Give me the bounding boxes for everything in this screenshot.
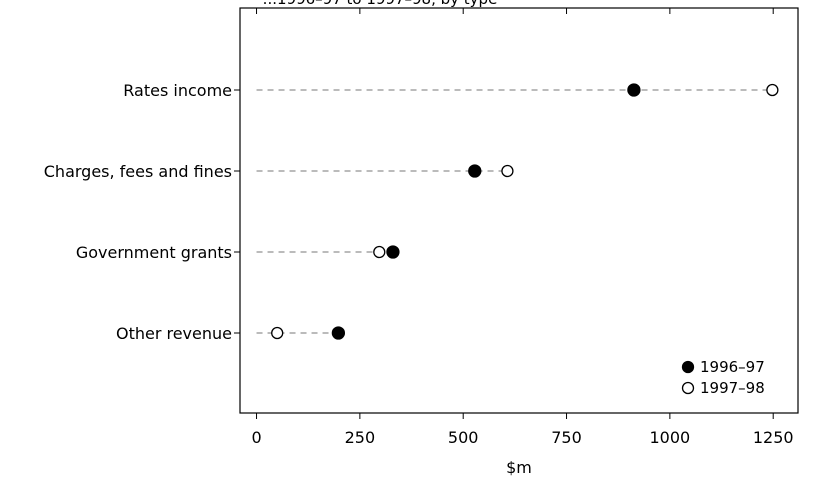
category-label: Charges, fees and fines	[44, 162, 232, 181]
category-row: Government grants	[76, 243, 400, 262]
x-axis-label: $m	[506, 458, 532, 477]
chart-title: ...1996–97 to 1997–98, by type	[263, 0, 498, 8]
x-tick-label: 500	[448, 428, 479, 447]
category-row: Charges, fees and fines	[44, 162, 514, 181]
x-axis: 0 250 500 750 1000 1250	[251, 413, 794, 447]
x-tick-label: 750	[551, 428, 582, 447]
category-label: Government grants	[76, 243, 232, 262]
legend-item: 1996–97	[681, 358, 765, 376]
category-rows: Rates income Charges, fees and fines Gover…	[44, 81, 779, 343]
x-tick-label: 1000	[650, 428, 691, 447]
point-1997-98	[766, 83, 779, 97]
category-label: Other revenue	[116, 324, 232, 343]
point-1997-98	[271, 326, 284, 340]
category-label: Rates income	[123, 81, 232, 100]
category-row: Rates income	[123, 81, 779, 100]
point-1997-98	[501, 164, 514, 178]
point-1996-97	[468, 164, 482, 178]
legend-item: 1997–98	[681, 379, 765, 397]
point-1997-98	[373, 245, 386, 259]
x-tick-label: 250	[345, 428, 376, 447]
point-1996-97	[627, 83, 641, 97]
plot-area-frame	[239, 7, 799, 414]
top-axis-ticks	[256, 8, 774, 14]
category-row: Other revenue	[116, 324, 346, 343]
x-tick-label: 0	[251, 428, 261, 447]
point-1996-97	[331, 326, 346, 340]
chart-title-text: ...1996–97 to 1997–98, by type	[263, 0, 498, 8]
legend-label: 1996–97	[700, 358, 765, 376]
legend-marker	[681, 381, 695, 395]
legend-label: 1997–98	[700, 379, 765, 397]
x-tick-label: 1250	[753, 428, 794, 447]
legend-marker	[681, 360, 695, 374]
legend: 1996–97 1997–98	[681, 358, 765, 397]
point-1996-97	[386, 245, 400, 259]
